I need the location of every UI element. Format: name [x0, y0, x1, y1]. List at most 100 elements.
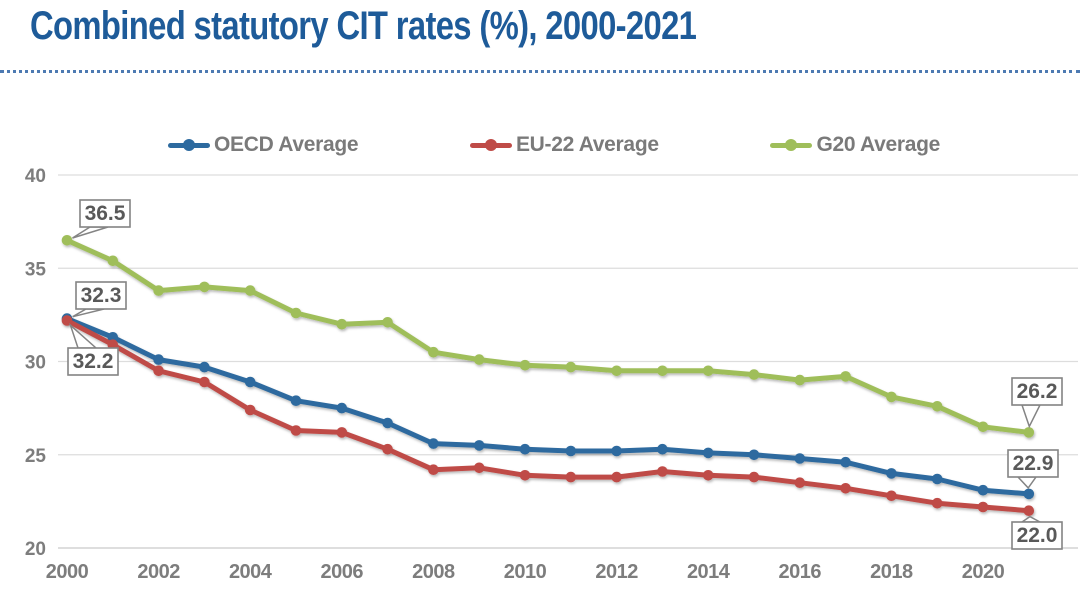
data-point-g20-average-2007 [382, 317, 393, 328]
legend-label: G20 Average [816, 133, 940, 156]
x-axis-label-2016: 2016 [779, 561, 822, 583]
callout-36.5: 36.5 [72, 199, 131, 239]
legend-item-g20-average: G20 Average [770, 133, 940, 157]
data-series [61, 235, 1035, 516]
line-oecd-average [64, 316, 1032, 497]
y-axis-label-40: 40 [25, 166, 46, 187]
data-point-eu-22-average-2017 [840, 483, 851, 494]
callout-26.2: 26.2 [1011, 377, 1063, 429]
data-point-oecd-average-2005 [290, 395, 302, 407]
data-point-g20-average-2010 [519, 359, 531, 371]
data-point-oecd-average-2016 [794, 453, 806, 464]
data-point-eu-22-average-2002 [153, 365, 164, 377]
callout-box [1011, 377, 1063, 406]
data-point-oecd-average-2007 [382, 417, 393, 429]
callout-value: 32.3 [81, 284, 122, 307]
data-point-oecd-average-2017 [840, 456, 851, 468]
callout-32.2: 32.2 [67, 322, 119, 376]
data-point-g20-average-2003 [199, 281, 210, 293]
data-point-g20-average-2017 [840, 371, 851, 382]
data-point-oecd-average-2020 [977, 484, 989, 496]
legend-label: OECD Average [214, 133, 359, 156]
data-point-g20-average-2012 [611, 365, 622, 377]
data-point-g20-average-2018 [886, 391, 897, 403]
legend-label: EU-22 Average [515, 133, 659, 156]
callout-pointer [1019, 515, 1041, 523]
data-point-oecd-average-2018 [886, 468, 897, 479]
legend-line-dot-marker-blue [168, 139, 210, 152]
data-point-g20-average-2004 [244, 285, 256, 296]
data-point-eu-22-average-2006 [336, 427, 348, 438]
data-point-eu-22-average-2021 [1023, 505, 1035, 516]
data-point-eu-22-average-2004 [244, 404, 256, 416]
data-point-g20-average-2008 [428, 346, 439, 358]
data-point-eu-22-average-2016 [794, 477, 806, 489]
data-point-g20-average-2005 [290, 307, 302, 319]
data-point-g20-average-2013 [657, 365, 668, 377]
data-point-eu-22-average-2020 [977, 501, 989, 513]
data-point-g20-average-2020 [977, 421, 989, 433]
callout-32.3: 32.3 [72, 281, 127, 318]
data-point-g20-average-2011 [565, 361, 577, 373]
data-point-g20-average-2021 [1023, 427, 1035, 438]
data-point-g20-average-2009 [473, 354, 485, 365]
data-point-eu-22-average-2012 [611, 471, 622, 483]
callout-value: 22.0 [1017, 524, 1058, 547]
axis-labels: 20 25 30 35 40 2000 2002 2004 2006 2008 2010 2012 20… [25, 166, 1005, 583]
data-callouts: 36.5 32.3 32.2 26.2 22.9 22.0 [67, 199, 1063, 550]
callout-value: 36.5 [85, 202, 126, 225]
data-point-eu-22-average-2007 [382, 443, 393, 455]
x-axis-label-2002: 2002 [137, 561, 180, 583]
data-point-eu-22-average-2011 [565, 471, 577, 483]
data-point-eu-22-average-2000 [61, 315, 73, 326]
data-point-eu-22-average-2010 [519, 470, 531, 481]
callout-pointer [1016, 476, 1038, 490]
data-point-oecd-average-2013 [657, 443, 668, 455]
dotted-divider [0, 70, 1080, 73]
callout-pointer [1020, 404, 1042, 429]
x-axis-label-2020: 2020 [962, 561, 1005, 583]
data-point-g20-average-2000 [61, 235, 73, 246]
legend-line-dot-marker-red [469, 139, 512, 152]
x-axis-label-2004: 2004 [229, 561, 273, 583]
data-point-eu-22-average-2015 [748, 471, 760, 483]
legend-item-oecd-average: OECD Average [168, 133, 359, 157]
data-point-oecd-average-2014 [702, 447, 714, 459]
data-point-g20-average-2014 [702, 365, 714, 377]
x-axis-label-2014: 2014 [687, 561, 731, 583]
x-axis-label-2010: 2010 [504, 561, 547, 583]
callout-box [75, 281, 127, 310]
data-point-oecd-average-2009 [473, 440, 485, 451]
data-point-eu-22-average-2009 [473, 462, 485, 474]
legend-item-eu-22-average: EU-22 Average [469, 133, 659, 157]
data-point-oecd-average-2008 [428, 438, 439, 449]
callout-box [79, 199, 131, 228]
page-title: Combined statutory CIT rates (%), 2000-2… [30, 4, 697, 48]
data-point-oecd-average-2015 [748, 449, 760, 461]
data-point-oecd-average-2012 [611, 445, 622, 457]
y-axis-label-35: 35 [25, 259, 47, 280]
data-point-oecd-average-2006 [336, 402, 348, 414]
data-point-eu-22-average-2019 [931, 497, 943, 509]
data-point-oecd-average-2001 [107, 332, 119, 343]
data-point-eu-22-average-2005 [290, 425, 302, 436]
x-axis-label-2006: 2006 [321, 561, 364, 583]
data-point-oecd-average-2004 [244, 376, 256, 388]
callout-22.0: 22.0 [1011, 515, 1063, 550]
data-point-oecd-average-2010 [519, 443, 531, 455]
callout-value: 26.2 [1017, 380, 1058, 403]
series-eu-22-average [61, 315, 1035, 516]
y-axis-label-25: 25 [25, 446, 47, 467]
data-point-oecd-average-2002 [153, 354, 164, 365]
data-point-oecd-average-2003 [199, 361, 210, 373]
data-point-oecd-average-2011 [565, 445, 577, 457]
y-axis-label-20: 20 [25, 539, 46, 560]
series-oecd-average [61, 313, 1035, 500]
data-point-g20-average-2006 [336, 318, 348, 330]
legend-line-dot-marker-green [770, 139, 813, 152]
y-axis-label-30: 30 [25, 353, 46, 374]
callout-pointer [72, 226, 109, 239]
gridlines [58, 174, 1078, 549]
